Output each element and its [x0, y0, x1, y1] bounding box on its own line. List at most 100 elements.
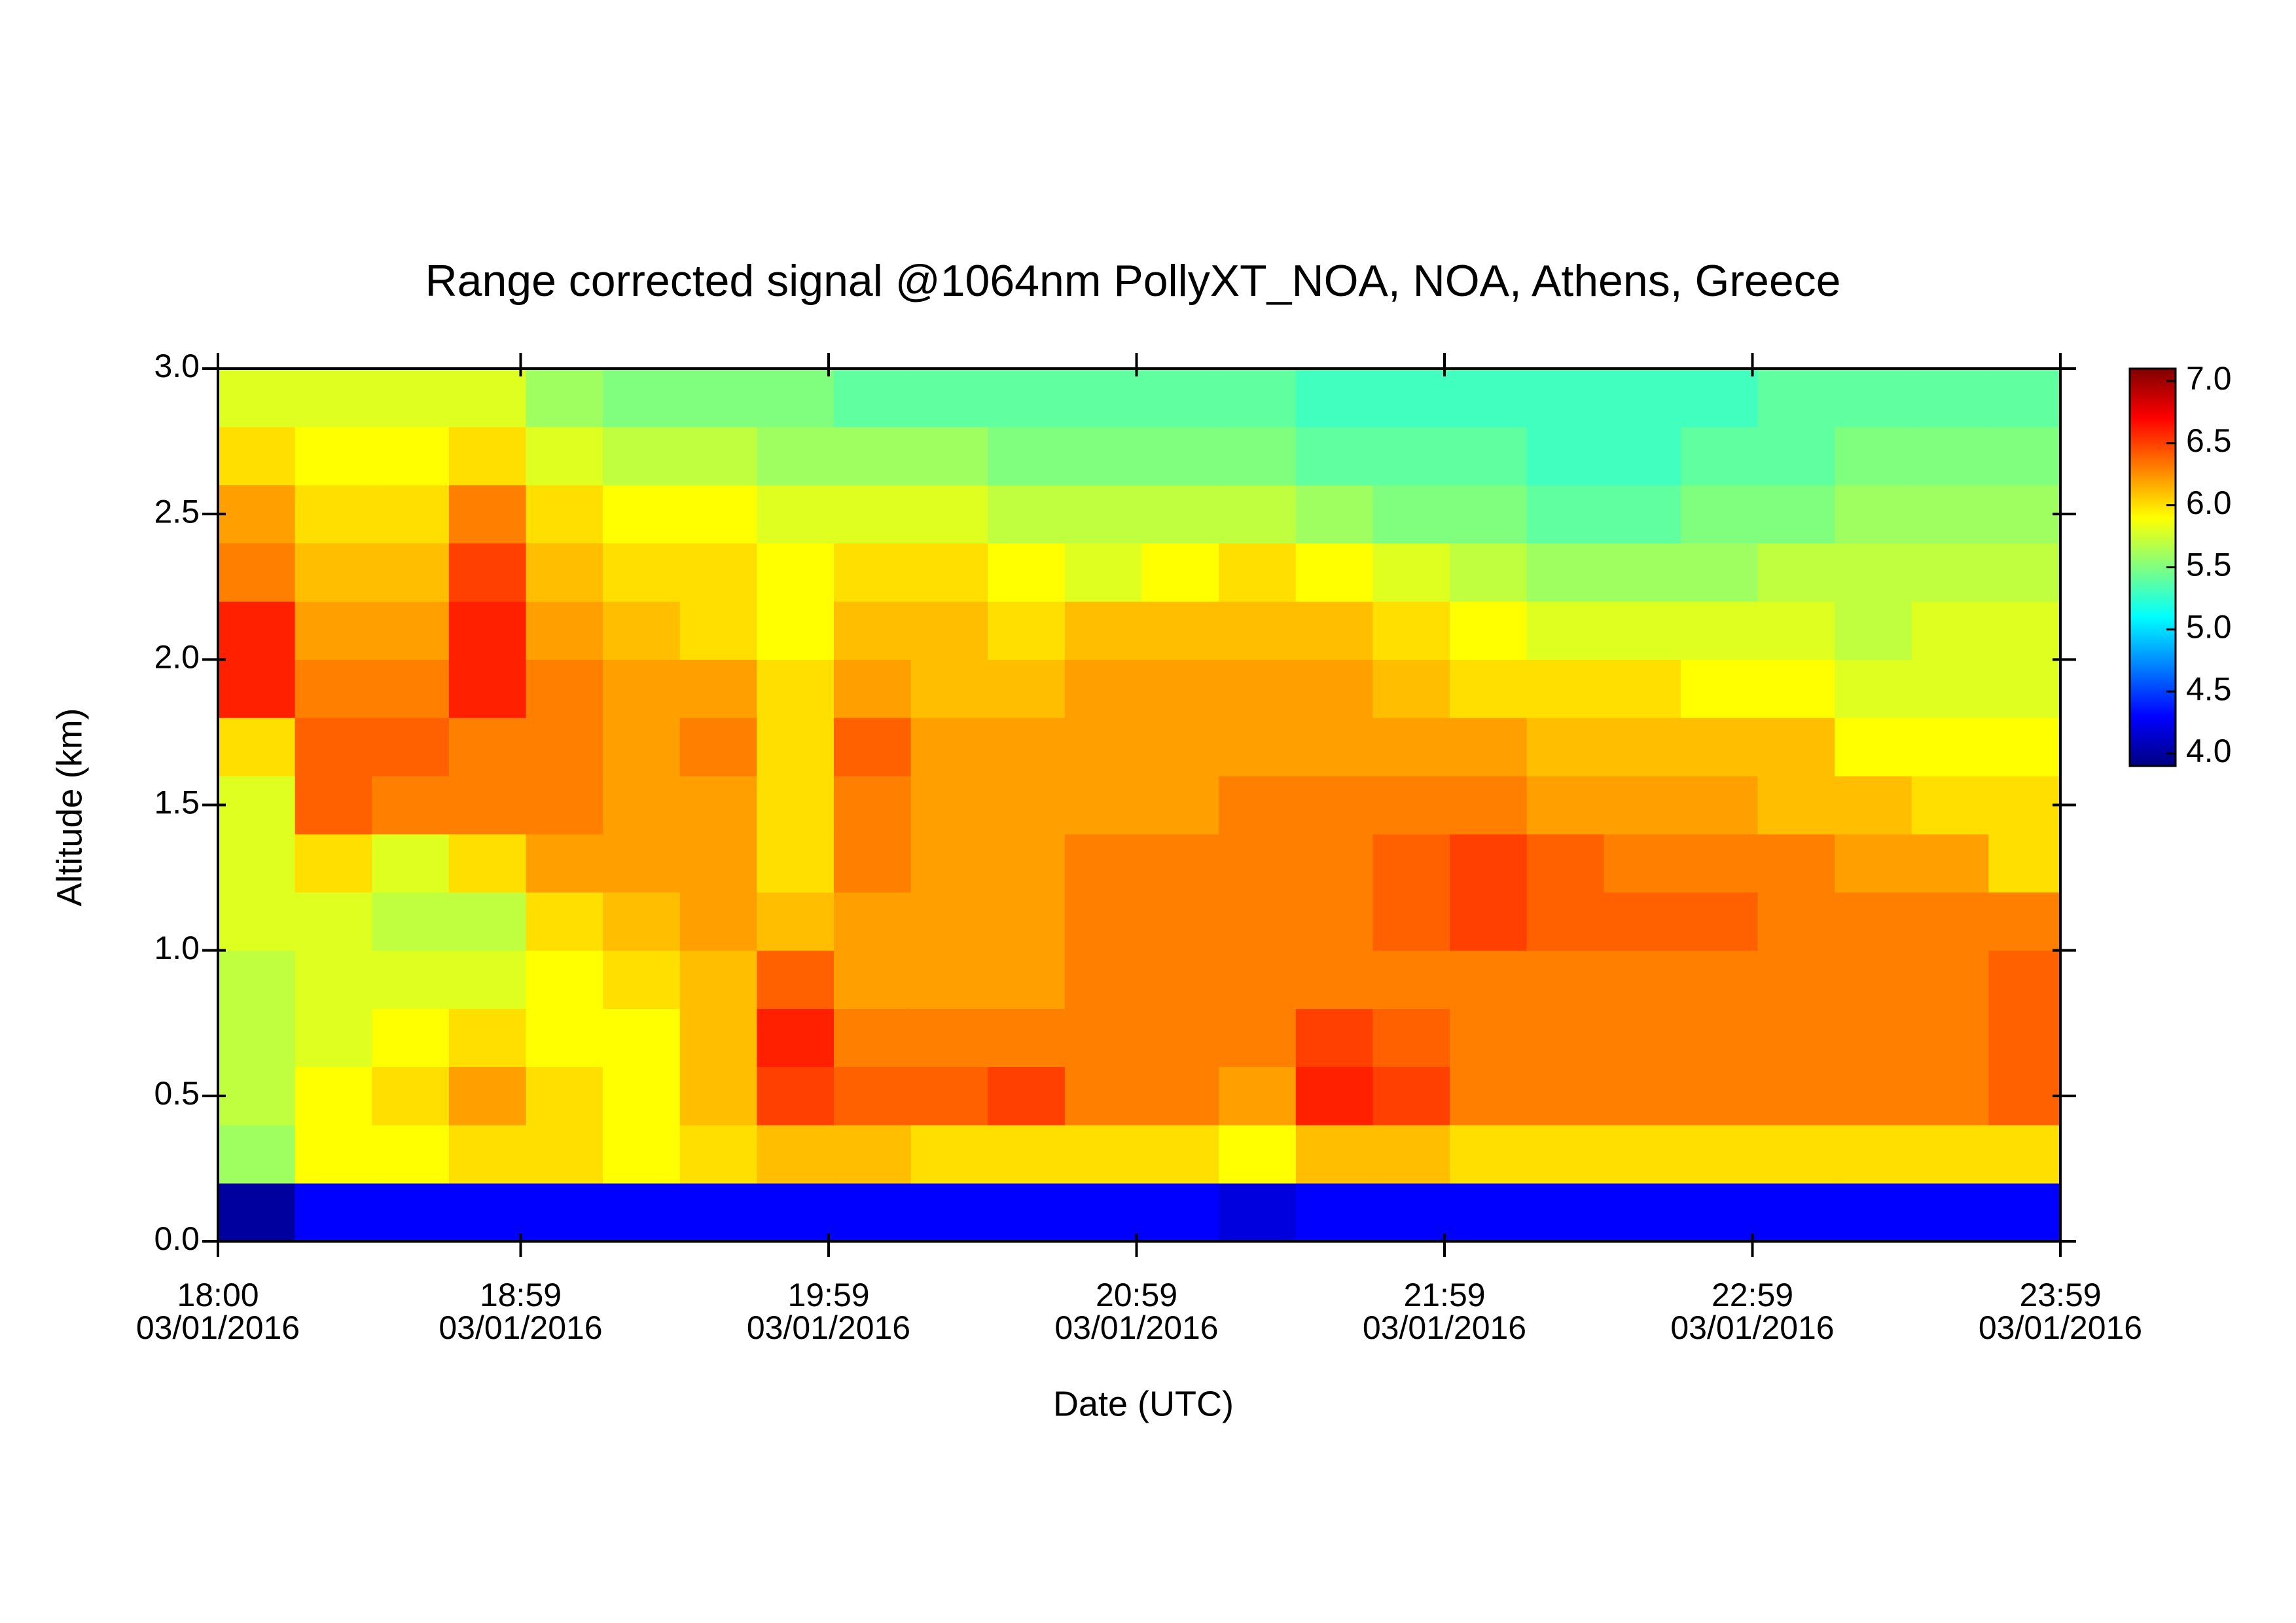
- heatmap-cell: [757, 659, 834, 718]
- heatmap-cell: [526, 543, 603, 602]
- heatmap-cell: [679, 776, 757, 835]
- heatmap-cell: [1757, 601, 1835, 660]
- heatmap-cell: [295, 484, 372, 544]
- heatmap-cell: [1604, 659, 1681, 718]
- heatmap-cell: [1449, 892, 1528, 951]
- heatmap-cell: [1526, 718, 1604, 776]
- heatmap-cell: [372, 426, 450, 486]
- heatmap-cell: [1604, 718, 1681, 776]
- x-tick-time: 20:59: [1096, 1277, 1177, 1313]
- heatmap-cell: [757, 601, 834, 660]
- heatmap-cell: [218, 718, 296, 776]
- heatmap-cell: [603, 950, 681, 1010]
- heatmap-cell: [1911, 718, 1989, 776]
- heatmap-cell: [1295, 426, 1373, 486]
- heatmap-cell: [218, 950, 296, 1010]
- heatmap-cell: [1064, 1008, 1142, 1067]
- x-tick-date: 03/01/2016: [1363, 1309, 1526, 1346]
- heatmap-cell: [910, 1125, 988, 1184]
- heatmap-cell: [757, 892, 834, 951]
- heatmap-cell: [1988, 718, 2060, 776]
- heatmap-cell: [757, 776, 834, 835]
- heatmap-cell: [448, 1067, 526, 1125]
- heatmap-cell: [1835, 543, 1912, 602]
- heatmap-cell: [603, 833, 681, 893]
- heatmap-cell: [603, 1008, 681, 1067]
- heatmap-cell: [1372, 1125, 1450, 1184]
- heatmap-cell: [448, 369, 526, 428]
- heatmap-cell: [1295, 484, 1373, 544]
- heatmap-cell: [833, 601, 912, 660]
- y-tick-label: 0.5: [154, 1075, 200, 1112]
- heatmap-cell: [988, 601, 1066, 660]
- heatmap-cell: [910, 484, 988, 544]
- heatmap-cell: [526, 1183, 603, 1241]
- heatmap-cell: [988, 833, 1066, 893]
- heatmap-cell: [757, 718, 834, 776]
- heatmap-cell: [1988, 892, 2060, 951]
- heatmap-cell: [988, 426, 1066, 486]
- heatmap-cell: [295, 1067, 372, 1125]
- heatmap-cell: [679, 659, 757, 718]
- heatmap-cell: [1835, 659, 1912, 718]
- heatmap-cell: [988, 718, 1066, 776]
- heatmap-cell: [910, 718, 988, 776]
- heatmap-cell: [1295, 601, 1373, 660]
- heatmap-cell: [1604, 1125, 1681, 1184]
- heatmap-cell: [679, 543, 757, 602]
- heatmap-cell: [526, 1008, 603, 1067]
- heatmap-cell: [1680, 950, 1758, 1010]
- heatmap-cell: [1526, 601, 1604, 660]
- heatmap-cell: [448, 950, 526, 1010]
- heatmap-cell: [757, 1125, 834, 1184]
- heatmap-cell: [1835, 833, 1912, 893]
- heatmap-cell: [295, 1183, 372, 1241]
- heatmap-cell: [833, 1008, 912, 1067]
- heatmap-cell: [1295, 1183, 1373, 1241]
- heatmap-cell: [1372, 484, 1450, 544]
- heatmap-cell: [1680, 1183, 1758, 1241]
- heatmap-cell: [448, 659, 526, 718]
- x-tick-date: 03/01/2016: [1979, 1309, 2142, 1346]
- heatmap-cell: [1219, 892, 1297, 951]
- heatmap-cell: [1988, 1125, 2060, 1184]
- heatmap-cell: [295, 659, 372, 718]
- heatmap-cell: [1680, 369, 1758, 428]
- heatmap-cell: [526, 1067, 603, 1125]
- heatmap-cell: [1835, 601, 1912, 660]
- heatmap-cell: [1757, 718, 1835, 776]
- heatmap-cell: [448, 543, 526, 602]
- heatmap-cell: [1911, 1125, 1989, 1184]
- heatmap-cell: [1604, 892, 1681, 951]
- heatmap-cell: [1680, 543, 1758, 602]
- heatmap-cell: [1449, 426, 1528, 486]
- heatmap-cell: [218, 892, 296, 951]
- heatmap-cell: [603, 892, 681, 951]
- heatmap-cell: [1526, 484, 1604, 544]
- heatmap-cell: [833, 484, 912, 544]
- heatmap-cell: [526, 426, 603, 486]
- heatmap-cell: [988, 950, 1066, 1010]
- heatmap-cell: [910, 369, 988, 428]
- heatmap-cell: [295, 543, 372, 602]
- heatmap-cell: [1372, 776, 1450, 835]
- heatmap-cell: [1680, 484, 1758, 544]
- heatmap-cell: [1141, 659, 1219, 718]
- heatmap-cell: [1449, 950, 1528, 1010]
- colorbar-tick-label: 5.5: [2186, 547, 2232, 583]
- heatmap-cell: [526, 369, 603, 428]
- heatmap-cell: [1526, 1067, 1604, 1125]
- heatmap-cell: [448, 1183, 526, 1241]
- heatmap-cell: [1757, 1008, 1835, 1067]
- heatmap-cell: [1835, 1008, 1912, 1067]
- heatmap-cell: [295, 601, 372, 660]
- heatmap-cell: [910, 776, 988, 835]
- heatmap-cell: [218, 601, 296, 660]
- heatmap-cell: [1449, 484, 1528, 544]
- heatmap-cell: [679, 833, 757, 893]
- heatmap-cell: [448, 718, 526, 776]
- heatmap-cell: [1604, 426, 1681, 486]
- heatmap-cell: [679, 950, 757, 1010]
- heatmap-cell: [603, 776, 681, 835]
